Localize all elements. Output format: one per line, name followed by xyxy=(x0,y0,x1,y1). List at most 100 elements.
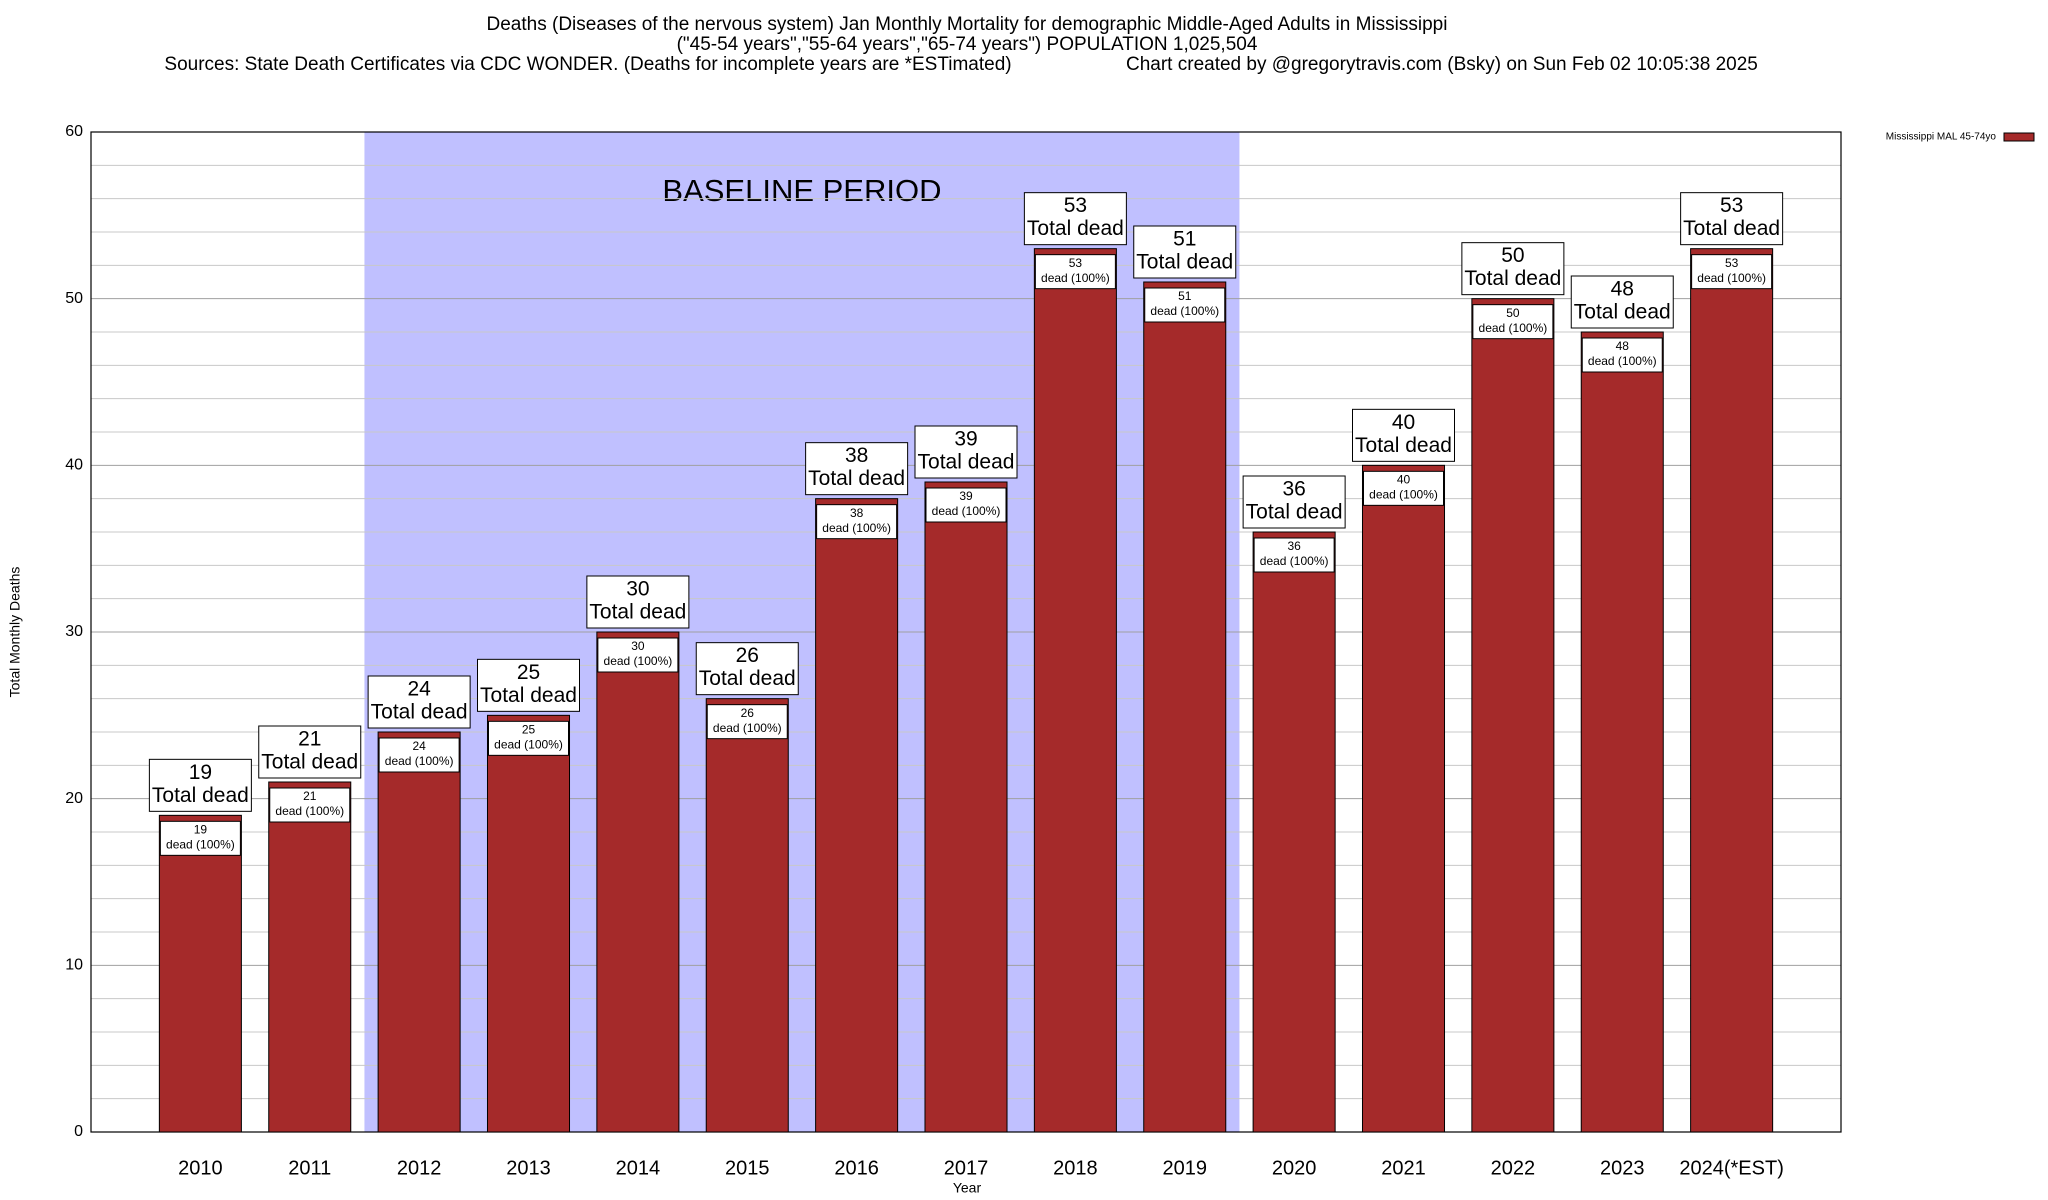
inner-value-label: 51 xyxy=(1178,289,1192,303)
x-tick-label: 2012 xyxy=(397,1157,442,1179)
x-tick-label: 2020 xyxy=(1272,1157,1317,1179)
x-tick-label: 2015 xyxy=(725,1157,770,1179)
inner-label-box xyxy=(159,820,241,856)
y-tick-label: 40 xyxy=(65,457,83,474)
inner-value-label: 36 xyxy=(1287,539,1301,553)
total-label-box xyxy=(914,425,1018,479)
inner-label-box xyxy=(597,637,679,673)
bar xyxy=(1580,331,1664,1133)
x-tick-label: 2017 xyxy=(944,1157,989,1179)
inner-label-box xyxy=(1581,337,1663,373)
inner-share-label: dead (100%) xyxy=(604,654,673,668)
total-text-label: Total dead xyxy=(808,467,905,490)
inner-share-label: dead (100%) xyxy=(822,521,891,535)
inner-label-box xyxy=(1253,537,1335,573)
y-tick-label: 30 xyxy=(65,623,83,640)
inner-label-box xyxy=(816,504,898,540)
chart-title: Deaths (Diseases of the nervous system) … xyxy=(487,14,1448,35)
bar xyxy=(1252,531,1336,1133)
total-value-label: 53 xyxy=(1064,194,1087,217)
inner-value-label: 53 xyxy=(1069,256,1083,270)
inner-share-label: dead (100%) xyxy=(1479,321,1548,335)
bar xyxy=(815,498,899,1133)
y-tick-label: 60 xyxy=(65,123,83,140)
total-label-box xyxy=(477,658,580,712)
total-text-label: Total dead xyxy=(699,667,796,690)
bar xyxy=(1033,248,1117,1133)
total-label-box xyxy=(1680,192,1784,246)
x-tick-label: 2013 xyxy=(506,1157,551,1179)
y-tick-label: 0 xyxy=(74,1123,83,1140)
x-tick-label: 2021 xyxy=(1381,1157,1426,1179)
inner-label-box xyxy=(925,487,1007,523)
inner-share-label: dead (100%) xyxy=(385,754,454,768)
inner-share-label: dead (100%) xyxy=(713,721,782,735)
total-text-label: Total dead xyxy=(589,601,686,624)
total-label-box xyxy=(586,575,690,629)
bar xyxy=(1143,281,1227,1133)
inner-value-label: 48 xyxy=(1616,339,1630,353)
inner-label-box xyxy=(269,787,351,823)
total-label-box xyxy=(1352,408,1455,462)
total-label-box xyxy=(695,642,799,696)
total-label-box xyxy=(148,758,252,812)
inner-label-box xyxy=(378,737,460,773)
x-tick-label: 2018 xyxy=(1053,1157,1098,1179)
inner-share-label: dead (100%) xyxy=(494,738,563,752)
inner-value-label: 26 xyxy=(741,706,755,720)
inner-value-label: 39 xyxy=(959,489,973,503)
bar xyxy=(1361,464,1446,1133)
inner-share-label: dead (100%) xyxy=(932,504,1001,518)
bar xyxy=(1471,298,1555,1133)
total-text-label: Total dead xyxy=(152,784,249,807)
x-tick-label: 2010 xyxy=(178,1157,223,1179)
total-label-box xyxy=(1242,475,1346,529)
bar xyxy=(377,731,461,1133)
y-tick-label: 20 xyxy=(65,790,83,807)
inner-share-label: dead (100%) xyxy=(1150,304,1219,318)
inner-label-box xyxy=(1363,470,1444,506)
legend-swatch xyxy=(2003,132,2035,142)
inner-value-label: 19 xyxy=(194,823,208,837)
total-text-label: Total dead xyxy=(1136,251,1233,274)
total-text-label: Total dead xyxy=(261,751,358,774)
inner-value-label: 24 xyxy=(412,739,426,753)
total-label-box xyxy=(1023,192,1127,246)
inner-share-label: dead (100%) xyxy=(1697,271,1766,285)
x-tick-label: 2019 xyxy=(1163,1157,1208,1179)
inner-value-label: 50 xyxy=(1506,306,1520,320)
total-text-label: Total dead xyxy=(371,701,468,724)
inner-share-label: dead (100%) xyxy=(1260,554,1329,568)
chart-subtitle: ("45-54 years","55-64 years","65-74 year… xyxy=(677,34,1258,55)
bar xyxy=(596,631,680,1133)
y-tick-label: 10 xyxy=(65,957,83,974)
inner-label-box xyxy=(1472,304,1554,340)
inner-value-label: 40 xyxy=(1397,473,1411,487)
bar xyxy=(705,698,789,1133)
total-value-label: 26 xyxy=(736,644,759,667)
inner-value-label: 53 xyxy=(1725,256,1739,270)
total-text-label: Total dead xyxy=(1683,217,1780,240)
total-text-label: Total dead xyxy=(1464,267,1561,290)
total-text-label: Total dead xyxy=(1574,301,1671,324)
total-text-label: Total dead xyxy=(1355,434,1452,457)
bar xyxy=(158,814,242,1133)
total-text-label: Total dead xyxy=(1027,217,1124,240)
bar xyxy=(486,714,571,1133)
total-label-box xyxy=(1461,242,1565,296)
x-tick-label: 2022 xyxy=(1491,1157,1536,1179)
y-tick-label: 50 xyxy=(65,290,83,307)
inner-share-label: dead (100%) xyxy=(1588,354,1657,368)
total-value-label: 39 xyxy=(954,428,977,451)
total-label-box xyxy=(805,442,909,496)
total-label-box xyxy=(367,675,471,729)
total-value-label: 40 xyxy=(1392,411,1415,434)
inner-share-label: dead (100%) xyxy=(166,838,235,852)
total-text-label: Total dead xyxy=(918,451,1015,474)
total-text-label: Total dead xyxy=(1246,501,1343,524)
y-axis-label: Total Monthly Deaths xyxy=(7,567,23,698)
inner-value-label: 25 xyxy=(522,723,536,737)
bar xyxy=(268,781,352,1133)
inner-label-box xyxy=(488,720,569,756)
inner-value-label: 38 xyxy=(850,506,864,520)
